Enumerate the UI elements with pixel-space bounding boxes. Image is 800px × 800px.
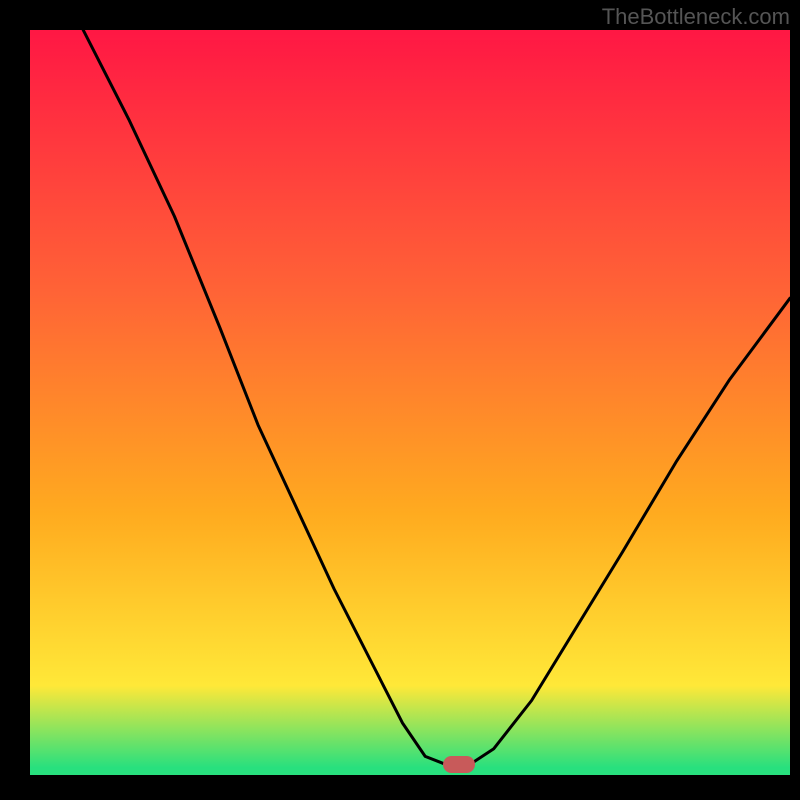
bottleneck-curve [30, 30, 790, 775]
watermark-text: TheBottleneck.com [602, 4, 790, 30]
chart-container: TheBottleneck.com [0, 0, 800, 800]
optimal-marker [443, 756, 475, 773]
plot-area [30, 30, 790, 775]
